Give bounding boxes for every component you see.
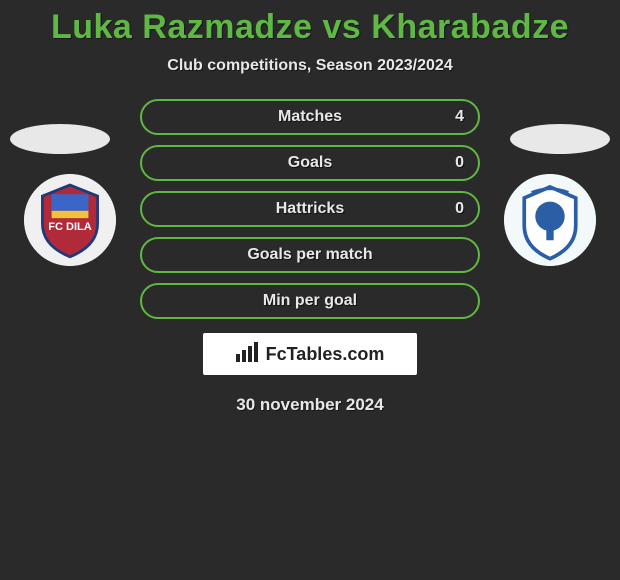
stat-row: Goals 0 [140, 145, 480, 181]
stat-value: 4 [455, 108, 464, 126]
brand-badge: FcTables.com [203, 333, 417, 375]
bar-chart-icon [236, 342, 260, 367]
club-badge-right [504, 174, 596, 266]
shield-icon [504, 174, 596, 266]
snapshot-date: 30 november 2024 [0, 395, 620, 415]
stat-row: Matches 4 [140, 99, 480, 135]
stats-list: Matches 4 Goals 0 Hattricks 0 Goals per … [140, 99, 480, 319]
comparison-subtitle: Club competitions, Season 2023/2024 [0, 57, 620, 75]
stat-label: Goals per match [247, 246, 372, 264]
stat-label: Goals [288, 154, 332, 172]
shield-icon: FC DILA [24, 174, 116, 266]
stat-row: Min per goal [140, 283, 480, 319]
comparison-title: Luka Razmadze vs Kharabadze [0, 0, 620, 47]
stat-value: 0 [455, 154, 464, 172]
stat-row: Goals per match [140, 237, 480, 273]
stat-label: Min per goal [263, 292, 357, 310]
stat-label: Matches [278, 108, 342, 126]
stat-value: 0 [455, 200, 464, 218]
brand-text: FcTables.com [266, 344, 385, 365]
stat-label: Hattricks [276, 200, 344, 218]
stat-row: Hattricks 0 [140, 191, 480, 227]
svg-text:FC DILA: FC DILA [48, 221, 92, 233]
club-badge-left: FC DILA [24, 174, 116, 266]
player-left-oval [10, 124, 110, 154]
player-right-oval [510, 124, 610, 154]
